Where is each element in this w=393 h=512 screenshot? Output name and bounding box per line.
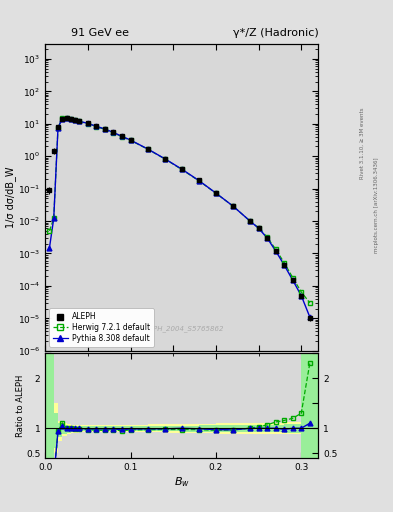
Text: γ*/Z (Hadronic): γ*/Z (Hadronic) <box>233 28 318 38</box>
Y-axis label: Ratio to ALEPH: Ratio to ALEPH <box>16 375 25 437</box>
Text: 91 GeV ee: 91 GeV ee <box>71 28 129 38</box>
Text: mcplots.cern.ch [arXiv:1306.3436]: mcplots.cern.ch [arXiv:1306.3436] <box>374 157 378 252</box>
Text: ALEPH_2004_S5765862: ALEPH_2004_S5765862 <box>140 326 224 332</box>
X-axis label: $B_w$: $B_w$ <box>174 475 190 488</box>
Y-axis label: 1/σ dσ/dB_W: 1/σ dσ/dB_W <box>6 166 17 228</box>
Legend: ALEPH, Herwig 7.2.1 default, Pythia 8.308 default: ALEPH, Herwig 7.2.1 default, Pythia 8.30… <box>49 308 154 347</box>
Text: Rivet 3.1.10, ≥ 3M events: Rivet 3.1.10, ≥ 3M events <box>360 108 365 179</box>
